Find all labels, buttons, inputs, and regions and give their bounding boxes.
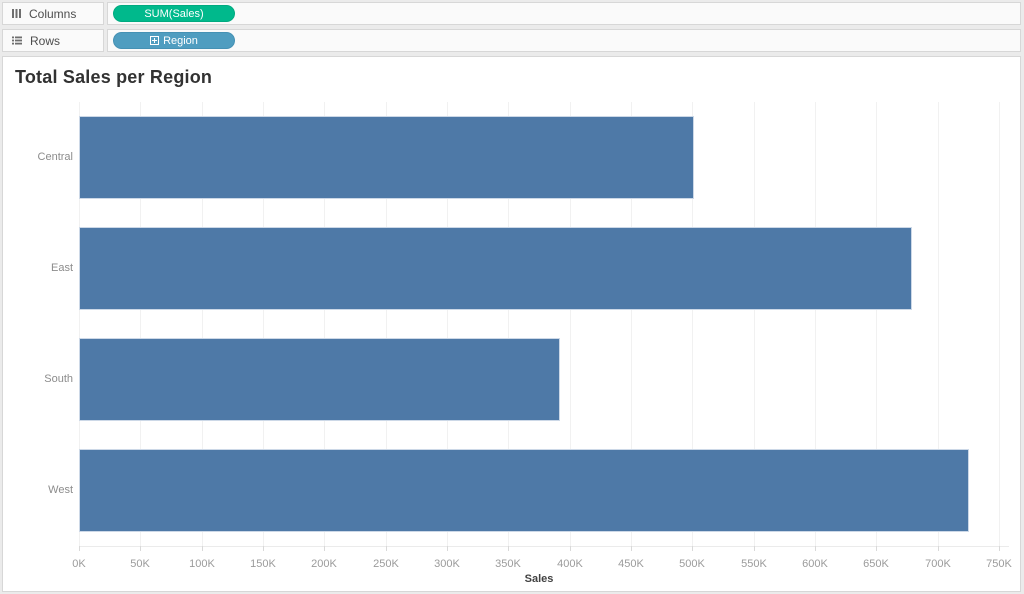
x-axis-tick-mark xyxy=(570,546,571,551)
gridline xyxy=(999,102,1000,546)
gridline xyxy=(79,102,80,546)
x-axis-tick-label: 250K xyxy=(373,558,399,570)
rows-icon xyxy=(11,35,23,46)
region-pill-label: Region xyxy=(163,34,198,47)
rows-shelf-label-cell: Rows xyxy=(2,29,104,52)
x-axis-tick-mark xyxy=(79,546,80,551)
chart-title: Total Sales per Region xyxy=(15,67,213,87)
x-axis-tick-label: 650K xyxy=(863,558,889,570)
gridline xyxy=(263,102,264,546)
x-axis-tick-label: 400K xyxy=(557,558,583,570)
columns-shelf[interactable]: SUM(Sales) xyxy=(107,2,1021,25)
x-axis-tick-mark xyxy=(447,546,448,551)
x-axis-tick-label: 200K xyxy=(311,558,337,570)
x-axis-tick-mark xyxy=(324,546,325,551)
x-axis-tick-label: 100K xyxy=(189,558,215,570)
rows-shelf-label: Rows xyxy=(30,33,61,48)
region-pill[interactable]: Region xyxy=(113,32,235,49)
x-axis-tick-mark xyxy=(631,546,632,551)
x-axis-tick-mark xyxy=(692,546,693,551)
row-header-east[interactable]: East xyxy=(50,262,73,274)
x-axis-tick-label: 300K xyxy=(434,558,460,570)
x-axis-tick-label: 0K xyxy=(72,558,86,570)
bar-south[interactable] xyxy=(79,338,560,421)
gridline xyxy=(876,102,877,546)
gridline xyxy=(508,102,509,546)
expand-hierarchy-icon[interactable] xyxy=(150,36,160,45)
bar-central[interactable] xyxy=(79,116,694,199)
chart-card: Total Sales per Region Central East South W… xyxy=(2,56,1021,592)
row-header-west[interactable]: West xyxy=(48,484,73,496)
x-axis-tick-label: 450K xyxy=(618,558,644,570)
row-header-central[interactable]: Central xyxy=(37,151,73,163)
x-axis-tick-label: 600K xyxy=(802,558,828,570)
x-axis-tick-mark xyxy=(508,546,509,551)
gridline xyxy=(324,102,325,546)
x-axis-tick-label: 750K xyxy=(986,558,1012,570)
x-axis-tick-mark xyxy=(999,546,1000,551)
x-axis-tick-mark xyxy=(202,546,203,551)
gridline xyxy=(631,102,632,546)
x-axis-tick-mark xyxy=(815,546,816,551)
columns-shelf-label: Columns xyxy=(29,6,77,21)
x-axis-tick-label: 500K xyxy=(679,558,705,570)
rows-shelf[interactable]: Region xyxy=(107,29,1021,52)
x-axis-tick-label: 700K xyxy=(925,558,951,570)
gridline xyxy=(386,102,387,546)
x-axis-tick-label: 550K xyxy=(741,558,767,570)
bar-east[interactable] xyxy=(79,227,912,310)
x-axis-tick-mark xyxy=(938,546,939,551)
x-axis-tick-mark xyxy=(876,546,877,551)
gridline xyxy=(447,102,448,546)
x-axis-tick-mark xyxy=(386,546,387,551)
gridline xyxy=(202,102,203,546)
x-axis-tick-mark xyxy=(263,546,264,551)
columns-icon xyxy=(11,8,22,19)
gridline xyxy=(754,102,755,546)
gridline xyxy=(938,102,939,546)
x-axis-title: Sales xyxy=(524,573,554,585)
columns-shelf-label-cell: Columns xyxy=(2,2,104,25)
gridline xyxy=(570,102,571,546)
gridline xyxy=(692,102,693,546)
x-axis-tick-label: 150K xyxy=(250,558,276,570)
y-axis-labels: Central East South West xyxy=(3,102,73,546)
x-axis-tick-label: 50K xyxy=(130,558,150,570)
gridline xyxy=(140,102,141,546)
sum-sales-pill-label: SUM(Sales) xyxy=(144,7,204,20)
gridline xyxy=(815,102,816,546)
row-header-south[interactable]: South xyxy=(44,373,73,385)
bar-west[interactable] xyxy=(79,449,969,532)
x-axis-tick-mark xyxy=(754,546,755,551)
x-axis-tick-mark xyxy=(140,546,141,551)
sum-sales-pill[interactable]: SUM(Sales) xyxy=(113,5,235,22)
x-axis-tick-label: 350K xyxy=(495,558,521,570)
bar-chart-plot-area: 0K 50K 100K 150K 200K 250K 300K 350K 400K 450K 500… xyxy=(72,102,1012,570)
